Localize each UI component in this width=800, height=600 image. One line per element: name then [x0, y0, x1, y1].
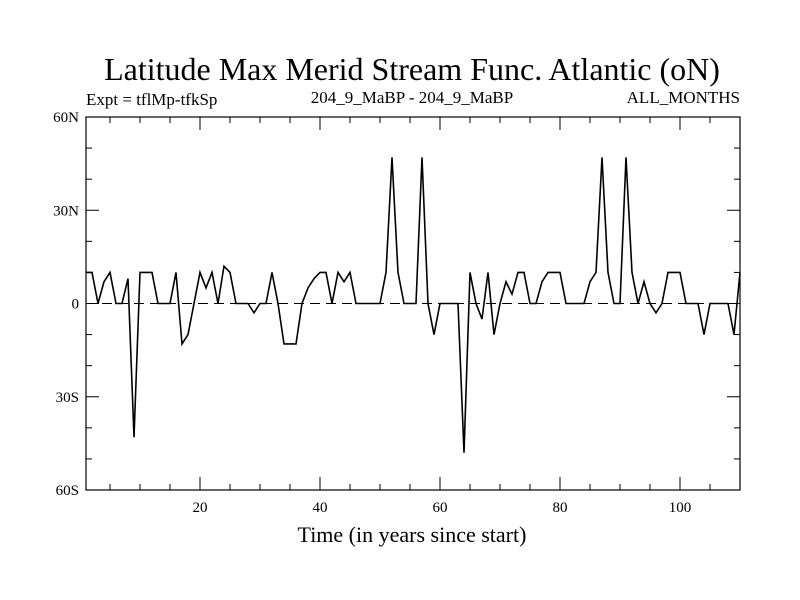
chart-subtitle-center: 204_9_MaBP - 204_9_MaBP — [311, 88, 513, 107]
x-tick-label: 100 — [669, 500, 692, 516]
chart-subtitle-right: ALL_MONTHS — [627, 88, 740, 107]
chart-title: Latitude Max Merid Stream Func. Atlantic… — [104, 51, 720, 87]
y-tick-label: 60N — [53, 110, 79, 126]
y-tick-label: 0 — [72, 297, 80, 313]
y-tick-label: 60S — [56, 483, 79, 499]
y-tick-label: 30N — [53, 203, 79, 219]
plot-frame — [85, 116, 741, 491]
series-line — [86, 157, 741, 453]
x-axis-label: Time (in years since start) — [298, 522, 527, 547]
x-tick-label: 60 — [433, 500, 448, 516]
y-tick-label: 30S — [56, 390, 79, 406]
x-tick-label: 20 — [193, 500, 208, 516]
x-tick-label: 80 — [553, 500, 568, 516]
plot-area: 60N 30N 0 30S 60S 20 40 60 80 100 — [53, 110, 741, 516]
x-tick-label: 40 — [313, 500, 328, 516]
chart-subtitle-left: Expt = tflMp-tfkSp — [86, 90, 217, 109]
